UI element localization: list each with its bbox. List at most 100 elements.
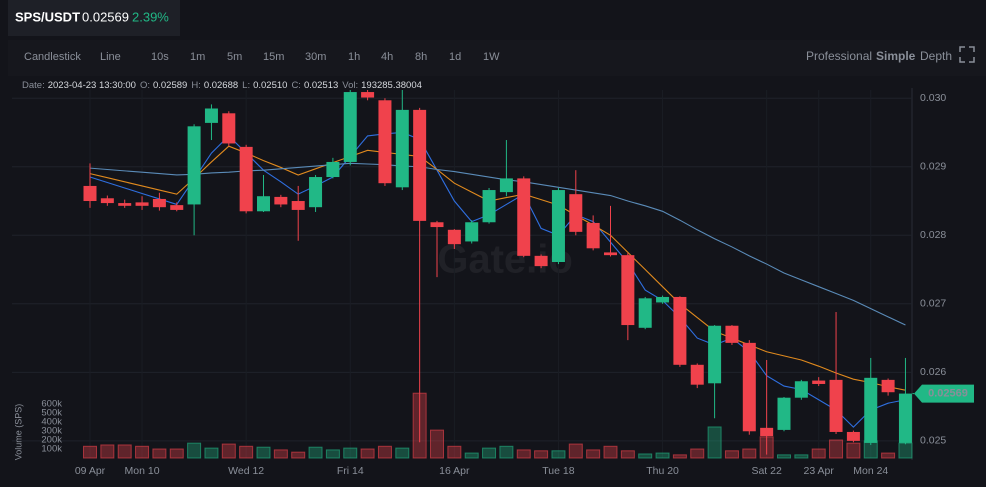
interval-tab[interactable]: 1W	[483, 51, 500, 63]
candle-body	[152, 198, 166, 208]
interval-tab[interactable]: 1d	[449, 51, 461, 63]
volume-bar	[777, 454, 791, 459]
info-value: 0.02510	[253, 80, 287, 91]
volume-bar	[551, 450, 566, 459]
toolbar	[8, 40, 986, 76]
volume-bar	[794, 454, 809, 459]
fullscreen-icon[interactable]	[959, 46, 975, 63]
candle-body	[83, 185, 97, 202]
candle-body	[846, 431, 860, 441]
interval-tab[interactable]: 8h	[415, 51, 427, 63]
candle-body	[378, 100, 392, 184]
interval-tab[interactable]: 5m	[227, 51, 242, 63]
volume-bar	[395, 447, 410, 459]
candle-body	[274, 196, 288, 205]
candle-body	[656, 296, 670, 303]
interval-tab[interactable]: 1m	[190, 51, 205, 63]
candle-body	[777, 397, 791, 430]
candle-body	[517, 178, 531, 256]
volume-bar	[447, 445, 462, 459]
volume-tick-label: 500k	[41, 408, 62, 419]
candle-body	[551, 190, 565, 263]
volume-bar	[377, 445, 392, 459]
chart-type-tab[interactable]: Line	[100, 51, 121, 63]
volume-bar	[846, 442, 861, 459]
volume-bar	[742, 448, 757, 459]
moving-average-line	[89, 162, 906, 326]
y-tick-label: 0.027	[920, 298, 946, 310]
volume-bar	[568, 443, 583, 459]
moving-average-line	[89, 145, 906, 391]
ohlc-info: Date: 2023-04-23 13:30:00 O: 0.02589 H: 0.026…	[22, 80, 422, 91]
interval-tab[interactable]: 15m	[263, 51, 284, 63]
candle-body	[604, 252, 617, 256]
view-tab[interactable]: Depth	[920, 49, 952, 63]
volume-bar	[360, 448, 375, 459]
info-label: L:	[242, 80, 250, 91]
x-tick-label: 09 Apr	[75, 465, 106, 477]
view-tab[interactable]: Simple	[876, 49, 916, 63]
candle-body	[326, 161, 340, 178]
pair-box	[8, 0, 180, 36]
volume-bar	[534, 450, 549, 459]
volume-bar	[204, 447, 219, 459]
candle-body	[864, 377, 878, 443]
candle-body	[430, 222, 444, 228]
candle-body	[499, 178, 513, 193]
interval-tab[interactable]: 10s	[151, 51, 169, 63]
volume-bar	[291, 451, 306, 459]
view-tab[interactable]: Professional	[806, 49, 872, 63]
candle-body	[309, 177, 323, 208]
volume-tick-label: 300k	[41, 426, 62, 437]
info-value: 193285.38004	[361, 80, 422, 91]
x-tick-label: Sat 22	[751, 465, 782, 477]
volume-bar	[881, 452, 896, 459]
volume-bar	[239, 445, 254, 459]
volume-bar	[620, 450, 635, 459]
candle-body	[482, 190, 496, 223]
candle-body	[100, 198, 114, 204]
volume-bar	[586, 449, 601, 459]
candle-body	[812, 380, 826, 384]
info-label: H:	[191, 80, 201, 91]
candle-body	[118, 203, 132, 206]
change: 2.39%	[132, 9, 169, 24]
info-value: 0.02688	[204, 80, 238, 91]
candle-body	[673, 296, 687, 365]
candle-body	[569, 194, 583, 232]
x-tick-label: Mon 10	[125, 465, 160, 477]
candle-body	[361, 92, 375, 98]
volume-bar	[482, 447, 497, 459]
volume-tick-label: 100k	[41, 444, 62, 455]
volume-bar	[829, 439, 844, 459]
volume-bar	[724, 450, 739, 459]
candle-body	[187, 126, 201, 205]
x-tick-label: 16 Apr	[439, 465, 470, 477]
pair: SPS/USDT	[15, 9, 80, 24]
candle-body	[742, 342, 756, 432]
volume-tick-label: 400k	[41, 417, 62, 428]
candle-body	[621, 255, 635, 326]
volume-bar	[430, 429, 444, 459]
y-tick-label: 0.030	[920, 92, 946, 104]
volume-bar	[169, 448, 184, 459]
info-value: 0.02589	[153, 80, 187, 91]
chart-type-tab[interactable]: Candlestick	[24, 51, 81, 63]
candle-body	[586, 222, 600, 249]
interval-tab[interactable]: 30m	[305, 51, 326, 63]
last-price-tag	[914, 384, 974, 403]
volume-axis-label: Volume (SPS)	[13, 404, 23, 461]
volume-bar	[308, 446, 323, 459]
info-label: O:	[140, 80, 150, 91]
interval-tab[interactable]: 1h	[348, 51, 360, 63]
candle-body	[239, 146, 253, 212]
x-tick-label: Thu 20	[646, 465, 679, 477]
x-tick-label: Mon 24	[853, 465, 888, 477]
candle-body	[170, 205, 184, 210]
interval-tab[interactable]: 4h	[381, 51, 393, 63]
y-tick-label: 0.026	[920, 366, 946, 378]
volume-bar	[811, 448, 826, 459]
volume-bar	[273, 449, 288, 459]
